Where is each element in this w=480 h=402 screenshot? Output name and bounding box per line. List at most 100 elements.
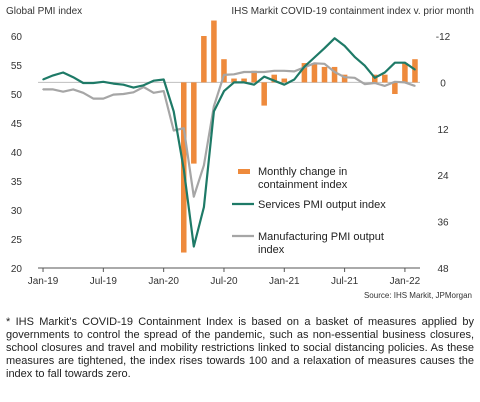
- bar-2021-12: [392, 82, 398, 94]
- services-point-2020-01: [162, 78, 165, 81]
- source-note: Source: IHS Markit, JPMorgan: [364, 291, 472, 300]
- manufacturing-point-2021-06: [333, 71, 336, 73]
- bar-2022-01: [402, 63, 408, 83]
- services-point-2022-01: [404, 61, 406, 64]
- manufacturing-point-2021-10: [373, 82, 376, 84]
- bar-2022-02: [412, 59, 418, 83]
- footnote: * IHS Markit’s COVID-19 Containment Inde…: [6, 316, 474, 380]
- manufacturing-point-2021-04: [313, 62, 316, 65]
- services-point-2019-04: [72, 76, 74, 78]
- right-tick-48: 48: [437, 264, 449, 275]
- x-tick-Jan-21: Jan-21: [269, 276, 300, 287]
- legend-services-label: Services PMI output index: [258, 199, 386, 211]
- manufacturing-point-2020-03: [182, 127, 185, 130]
- legend-bars-label: Monthly change in containment index: [258, 166, 348, 191]
- services-point-2019-12: [152, 79, 155, 82]
- manufacturing-point-2019-02: [52, 88, 54, 91]
- chart: Global PMI index IHS Markit COVID-19 con…: [6, 6, 474, 300]
- bar-2021-04: [311, 63, 318, 83]
- services-point-2020-06: [213, 110, 215, 113]
- bar-2020-05: [201, 36, 207, 83]
- left-tick-20: 20: [11, 264, 23, 275]
- right-tick-0: 0: [440, 78, 446, 89]
- left-tick-40: 40: [11, 148, 23, 159]
- left-axis-title: Global PMI index: [6, 6, 82, 17]
- manufacturing-point-2020-01: [162, 90, 165, 92]
- manufacturing-point-2019-07: [102, 97, 105, 100]
- left-tick-35: 35: [11, 177, 23, 188]
- services-point-2021-01: [283, 83, 286, 86]
- services-point-2020-04: [193, 245, 195, 248]
- manufacturing-point-2019-06: [92, 97, 95, 100]
- manufacturing-point-2019-03: [62, 90, 64, 93]
- x-tick-Jul-20: Jul-20: [210, 276, 238, 287]
- left-tick-50: 50: [11, 90, 23, 101]
- services-point-2021-12: [394, 61, 396, 64]
- bar-2021-11: [382, 74, 388, 83]
- bar-2020-07: [221, 59, 227, 83]
- services-point-2020-03: [182, 168, 185, 171]
- services-point-2019-02: [52, 74, 54, 77]
- manufacturing-point-2021-07: [343, 76, 346, 78]
- services-point-2021-08: [353, 56, 356, 58]
- bar-2020-04: [191, 82, 197, 164]
- services-point-2019-09: [122, 83, 125, 86]
- services-point-2019-07: [102, 81, 105, 83]
- right-tick-12: 12: [437, 125, 449, 136]
- manufacturing-point-2019-05: [82, 92, 85, 94]
- manufacturing-point-2021-02: [293, 70, 296, 73]
- x-tick-Jul-21: Jul-21: [331, 276, 359, 287]
- services-line-path: [42, 37, 416, 248]
- legend: Monthly change in containment index Servic…: [232, 166, 386, 256]
- left-tick-55: 55: [11, 61, 23, 72]
- manufacturing-line-path: [43, 62, 416, 198]
- services-point-2020-02: [172, 110, 175, 113]
- left-tick-60: 60: [11, 32, 23, 43]
- services-point-2019-10: [132, 86, 135, 89]
- manufacturing-point-2020-08: [233, 73, 235, 76]
- services-point-2020-07: [223, 90, 225, 92]
- manufacturing-point-2019-11: [142, 86, 145, 88]
- manufacturing-point-2020-12: [273, 70, 276, 72]
- manufacturing-point-2021-05: [323, 63, 326, 65]
- manufacturing-point-2020-09: [243, 71, 245, 73]
- manufacturing-point-2019-01: [42, 88, 44, 91]
- bar-2020-12: [271, 74, 278, 83]
- x-tick-Jul-19: Jul-19: [90, 276, 118, 287]
- left-tick-30: 30: [11, 206, 23, 217]
- bar-2020-10: [251, 70, 257, 83]
- bar-2020-09: [241, 78, 247, 83]
- manufacturing-point-2020-05: [203, 164, 205, 167]
- right-axis-title: IHS Markit COVID-19 containment index v.…: [231, 6, 474, 17]
- services-point-2021-07: [343, 45, 346, 47]
- bar-2021-03: [301, 63, 308, 83]
- manufacturing-point-2019-12: [152, 92, 155, 94]
- manufacturing-point-2020-11: [263, 71, 265, 73]
- manufacturing-point-2022-01: [404, 81, 406, 84]
- bar-2020-06: [211, 20, 217, 83]
- services-point-2019-08: [112, 82, 115, 85]
- legend-manufacturing-label: Manufacturing PMI output index: [258, 231, 384, 256]
- right-tick--12: -12: [436, 32, 451, 43]
- services-point-2020-09: [243, 81, 245, 84]
- left-tick-25: 25: [11, 235, 23, 246]
- legend-bars-swatch: [238, 169, 250, 174]
- bar-2021-07: [341, 74, 348, 83]
- axes: 20 25 30 35 40 45 50 55 60 -12 0 12 24 36 48 Jan-19 Jul-…: [11, 32, 451, 287]
- manufacturing-point-2020-10: [253, 71, 255, 73]
- services-line: [42, 37, 416, 248]
- right-tick-36: 36: [437, 218, 449, 229]
- x-tick-Jan-19: Jan-19: [28, 276, 59, 287]
- services-point-2021-06: [333, 37, 336, 40]
- manufacturing-point-2019-09: [122, 93, 125, 95]
- services-point-2019-03: [62, 71, 64, 74]
- manufacturing-point-2019-10: [132, 91, 135, 94]
- manufacturing-point-2020-04: [193, 195, 195, 198]
- services-point-2021-03: [303, 65, 306, 68]
- services-point-2020-05: [203, 206, 205, 208]
- bar-2020-11: [261, 82, 267, 106]
- bar-2021-01: [281, 78, 288, 83]
- manufacturing-point-2021-12: [394, 81, 396, 83]
- services-point-2022-02: [414, 68, 416, 71]
- manufacturing-point-2020-06: [213, 105, 215, 107]
